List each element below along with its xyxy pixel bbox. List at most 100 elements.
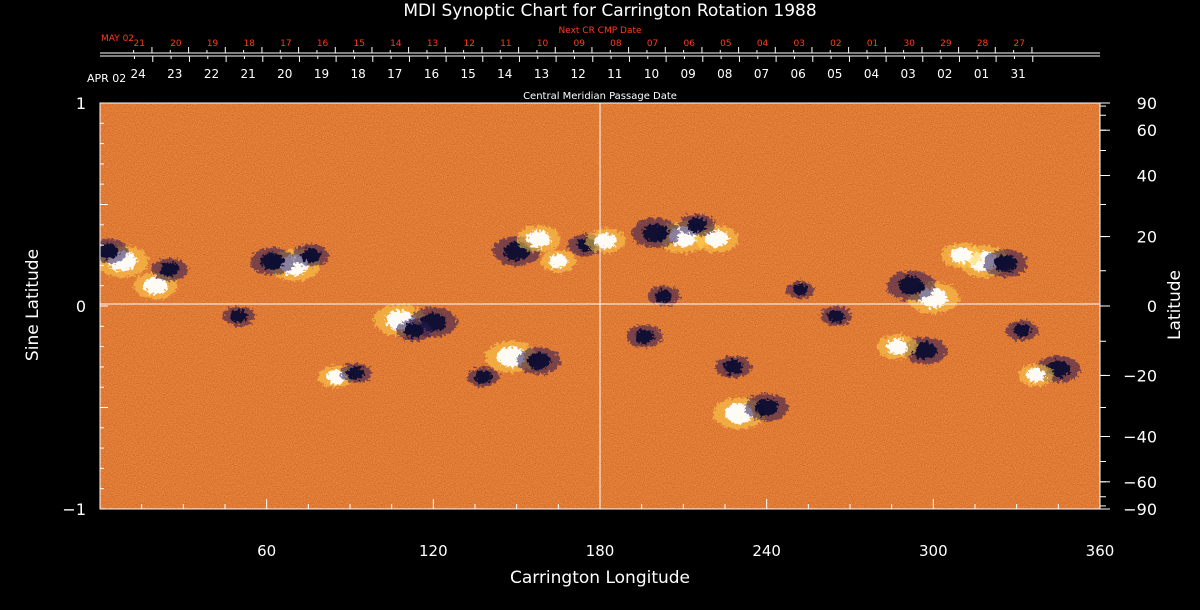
positive-region [1026,367,1046,383]
cmp-date-label: 24 [130,67,145,81]
negative-region [634,329,655,344]
y-left-tick-label: −1 [62,500,86,519]
y-right-tick-label: 40 [1137,167,1157,186]
next-cr-date-label: 06 [683,39,695,49]
next-cr-date-label: 20 [170,39,182,49]
negative-region [527,352,551,370]
positive-region [143,277,168,295]
next-cr-date-label: 14 [390,39,402,49]
cmp-date-label: 22 [204,67,219,81]
cmp-date-axis: 24 23 22 21 20 19 18 17 16 15 14 13 12 11 10 09 08 07 06 05… [100,55,1100,81]
next-cr-date-label: 12 [463,39,474,49]
cmp-date-label: 08 [717,67,732,81]
next-cr-date-label: 09 [573,39,585,49]
cmp-date-label: 13 [534,67,549,81]
cmp-date-label: 10 [644,67,659,81]
x-tick-label: 240 [752,542,781,560]
next-cr-date-label: 27 [1013,39,1024,49]
y-left-tick-label: 1 [76,94,86,113]
y-right-tick-label: 90 [1137,94,1157,113]
negative-region [754,398,779,417]
negative-region [230,309,248,323]
negative-region [913,342,937,360]
cmp-date-label: 11 [607,67,622,81]
x-tick-label: 360 [1086,542,1115,560]
positive-region [950,247,972,264]
cmp-date-label: 06 [790,67,805,81]
next-cr-date-label: 17 [280,39,291,49]
positive-region [886,338,908,355]
x-tick-label: 180 [586,542,615,560]
negative-region [301,248,321,263]
next-cr-date-label: 15 [353,39,364,49]
cmp-date-label: 02 [937,67,952,81]
next-cr-date-label: 02 [830,39,841,49]
negative-region [474,370,492,384]
cmp-date-label: 03 [900,67,915,81]
next-cr-start-label: MAY 02 [101,34,134,44]
cmp-start-label: APR 02 [87,72,126,85]
next-cr-date-label: 16 [317,39,329,49]
next-cr-axis-title: Next CR CMP Date [558,26,642,36]
negative-region [898,276,925,296]
next-cr-date-label: 08 [610,39,622,49]
negative-region [1013,323,1031,337]
cmp-date-label: 19 [314,67,329,81]
positive-region [527,230,551,248]
cmp-date-label: 01 [974,67,989,81]
negative-region [159,262,180,277]
negative-region [827,309,845,323]
positive-region [594,233,617,249]
next-cr-date-label: 04 [757,39,769,49]
cmp-date-label: 21 [240,67,255,81]
x-tick-label: 60 [257,542,276,560]
y-axis-left-label: Sine Latitude [23,249,43,361]
y-right-tick-label: −60 [1123,473,1157,492]
next-cr-date-label: 03 [793,39,804,49]
y-right-tick-label: 20 [1137,228,1157,247]
y-axis-left: 1 0 −1 [62,94,108,519]
negative-region [723,359,743,375]
next-cr-date-label: 18 [243,39,255,49]
cmp-date-label: 05 [827,67,842,81]
chart-title: MDI Synoptic Chart for Carrington Rotati… [403,1,816,21]
next-cr-date-label: 07 [647,39,658,49]
x-axis-label: Carrington Longitude [510,568,690,588]
cmp-date-label: 04 [864,67,879,81]
cmp-date-label: 15 [460,67,475,81]
negative-region [993,254,1018,272]
next-cr-date-label: 01 [867,39,878,49]
negative-region [347,366,365,380]
next-cr-date-label: 13 [427,39,438,49]
cmp-date-label: 12 [570,67,585,81]
cmp-date-label: 07 [754,67,769,81]
y-right-tick-label: 60 [1137,121,1157,140]
negative-region [260,252,285,270]
y-axis-right-label: Latitude [1165,270,1185,340]
cmp-date-label: 17 [387,67,402,81]
y-left-tick-label: 0 [76,297,86,316]
negative-region [100,243,120,260]
cmp-date-label: 16 [424,67,439,81]
cmp-date-label: 31 [1010,67,1025,81]
positive-region [548,254,568,269]
next-cr-date-label: 05 [720,39,731,49]
cmp-axis-title: Central Meridian Passage Date [523,91,677,102]
next-cr-date-label: 28 [977,39,989,49]
cmp-date-label: 23 [167,67,182,81]
negative-region [792,283,808,296]
next-cr-date-label: 19 [207,39,219,49]
y-right-tick-label: −90 [1123,500,1157,519]
next-cr-date-axis: 21 20 19 18 17 16 15 14 13 12 11 10 09 08 07 06 05 04 03 02… [100,39,1100,54]
positive-region [704,230,729,248]
y-right-tick-label: −40 [1123,427,1157,446]
next-cr-date-label: 30 [903,39,915,49]
x-tick-label: 120 [419,542,448,560]
negative-region [642,223,669,243]
negative-region [655,289,673,303]
negative-region [687,217,707,232]
next-cr-date-label: 21 [133,39,144,49]
y-right-tick-label: 0 [1147,297,1157,316]
x-axis: 60 120 180 240 300 360 [99,499,1115,560]
